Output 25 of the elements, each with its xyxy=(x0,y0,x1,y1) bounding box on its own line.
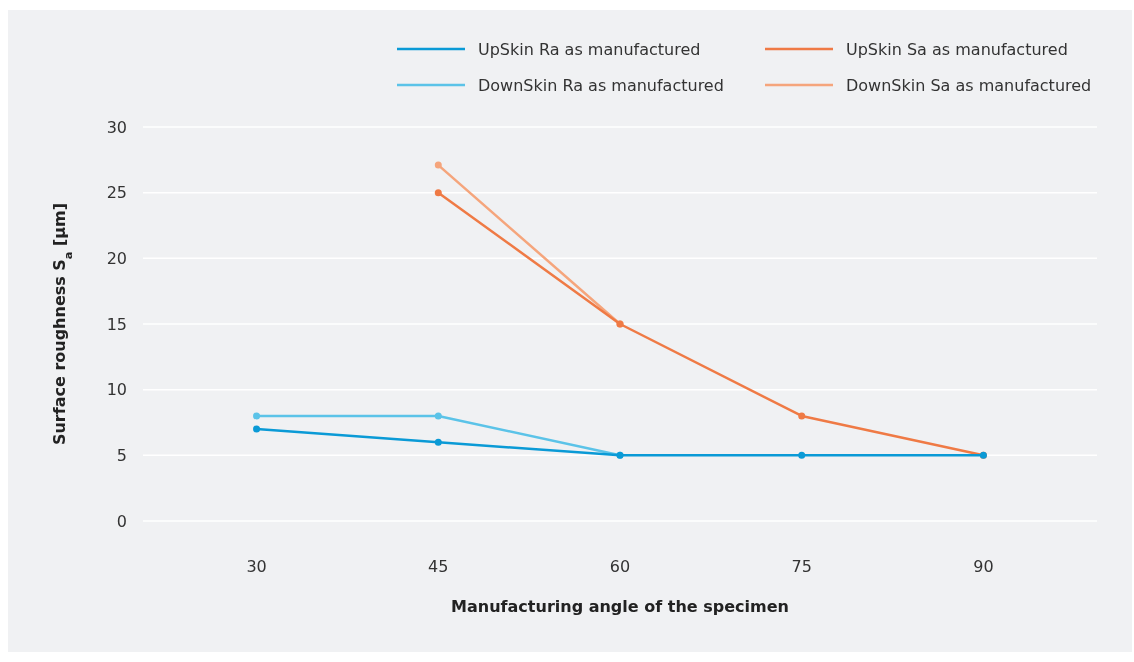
point xyxy=(798,451,806,459)
y-tick-label: 5 xyxy=(116,445,127,465)
point xyxy=(434,161,442,169)
y-tick-label: 20 xyxy=(106,248,127,268)
point xyxy=(434,438,442,446)
point xyxy=(798,412,806,420)
x-tick-label: 60 xyxy=(609,556,631,576)
point xyxy=(434,412,442,420)
y-tick-label: 25 xyxy=(106,183,127,203)
point xyxy=(253,425,261,433)
legend-label: UpSkin Ra as manufactured xyxy=(478,39,701,59)
y-tick-label: 30 xyxy=(106,117,127,137)
legend-label: DownSkin Sa as manufactured xyxy=(846,75,1092,95)
point xyxy=(434,189,442,197)
legend-label: DownSkin Ra as manufactured xyxy=(478,75,724,95)
x-axis-title: Manufacturing angle of the specimen xyxy=(451,597,789,616)
legend-label: UpSkin Sa as manufactured xyxy=(846,39,1068,59)
x-tick-label: 75 xyxy=(791,556,812,576)
y-tick-label: 15 xyxy=(106,314,127,334)
x-tick-label: 90 xyxy=(973,556,994,576)
y-tick-label: 10 xyxy=(106,380,127,400)
x-tick-label: 30 xyxy=(246,556,267,576)
y-tick-label: 0 xyxy=(116,511,127,531)
x-tick-label: 45 xyxy=(428,556,449,576)
point xyxy=(253,412,261,420)
